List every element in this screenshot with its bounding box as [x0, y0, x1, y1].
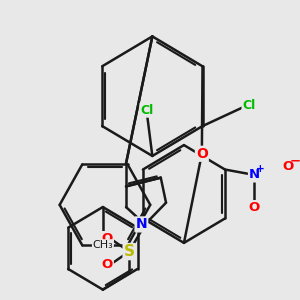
Text: O: O	[282, 160, 293, 173]
Text: O: O	[102, 232, 113, 245]
Text: −: −	[290, 154, 300, 167]
Text: S: S	[124, 244, 135, 259]
Text: Cl: Cl	[140, 104, 154, 117]
Text: O: O	[102, 258, 113, 271]
Text: O: O	[196, 147, 208, 161]
Text: N: N	[249, 169, 260, 182]
Text: CH₃: CH₃	[92, 240, 113, 250]
Text: Cl: Cl	[242, 98, 256, 112]
Text: N: N	[136, 218, 147, 231]
Text: +: +	[256, 164, 264, 174]
Text: O: O	[249, 201, 260, 214]
